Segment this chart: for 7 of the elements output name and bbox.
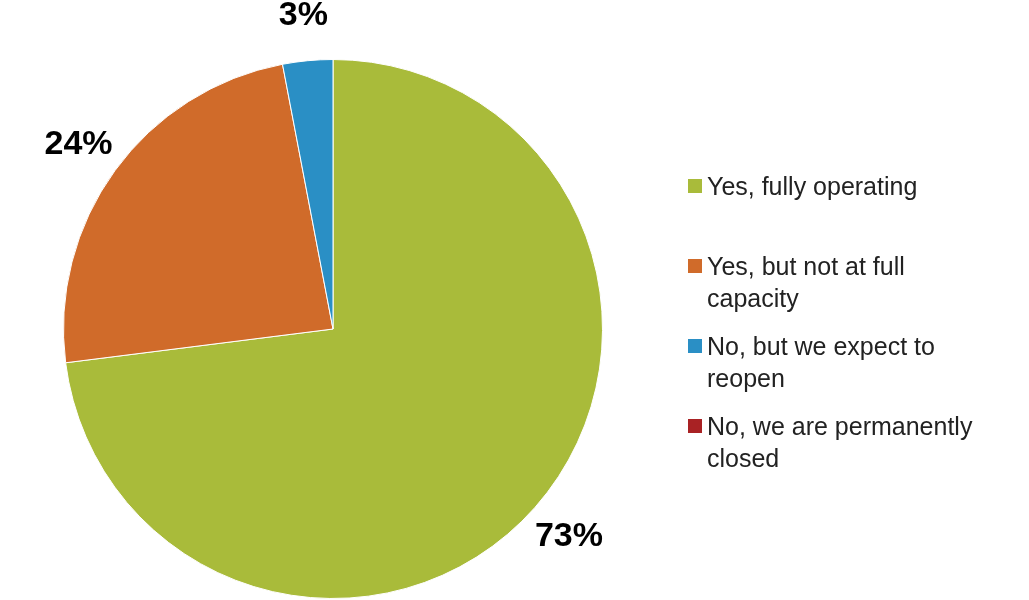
data-label: 73% [534,515,603,554]
data-label: 24% [44,122,113,161]
legend-label: Yes, fully operating [707,171,919,202]
data-label: 3% [278,0,328,33]
legend-label: No, we are permanently closed [707,411,974,474]
legend-label: No, but we expect to reopen [707,331,936,394]
legend-label: Yes, but not at full capacity [707,251,906,314]
